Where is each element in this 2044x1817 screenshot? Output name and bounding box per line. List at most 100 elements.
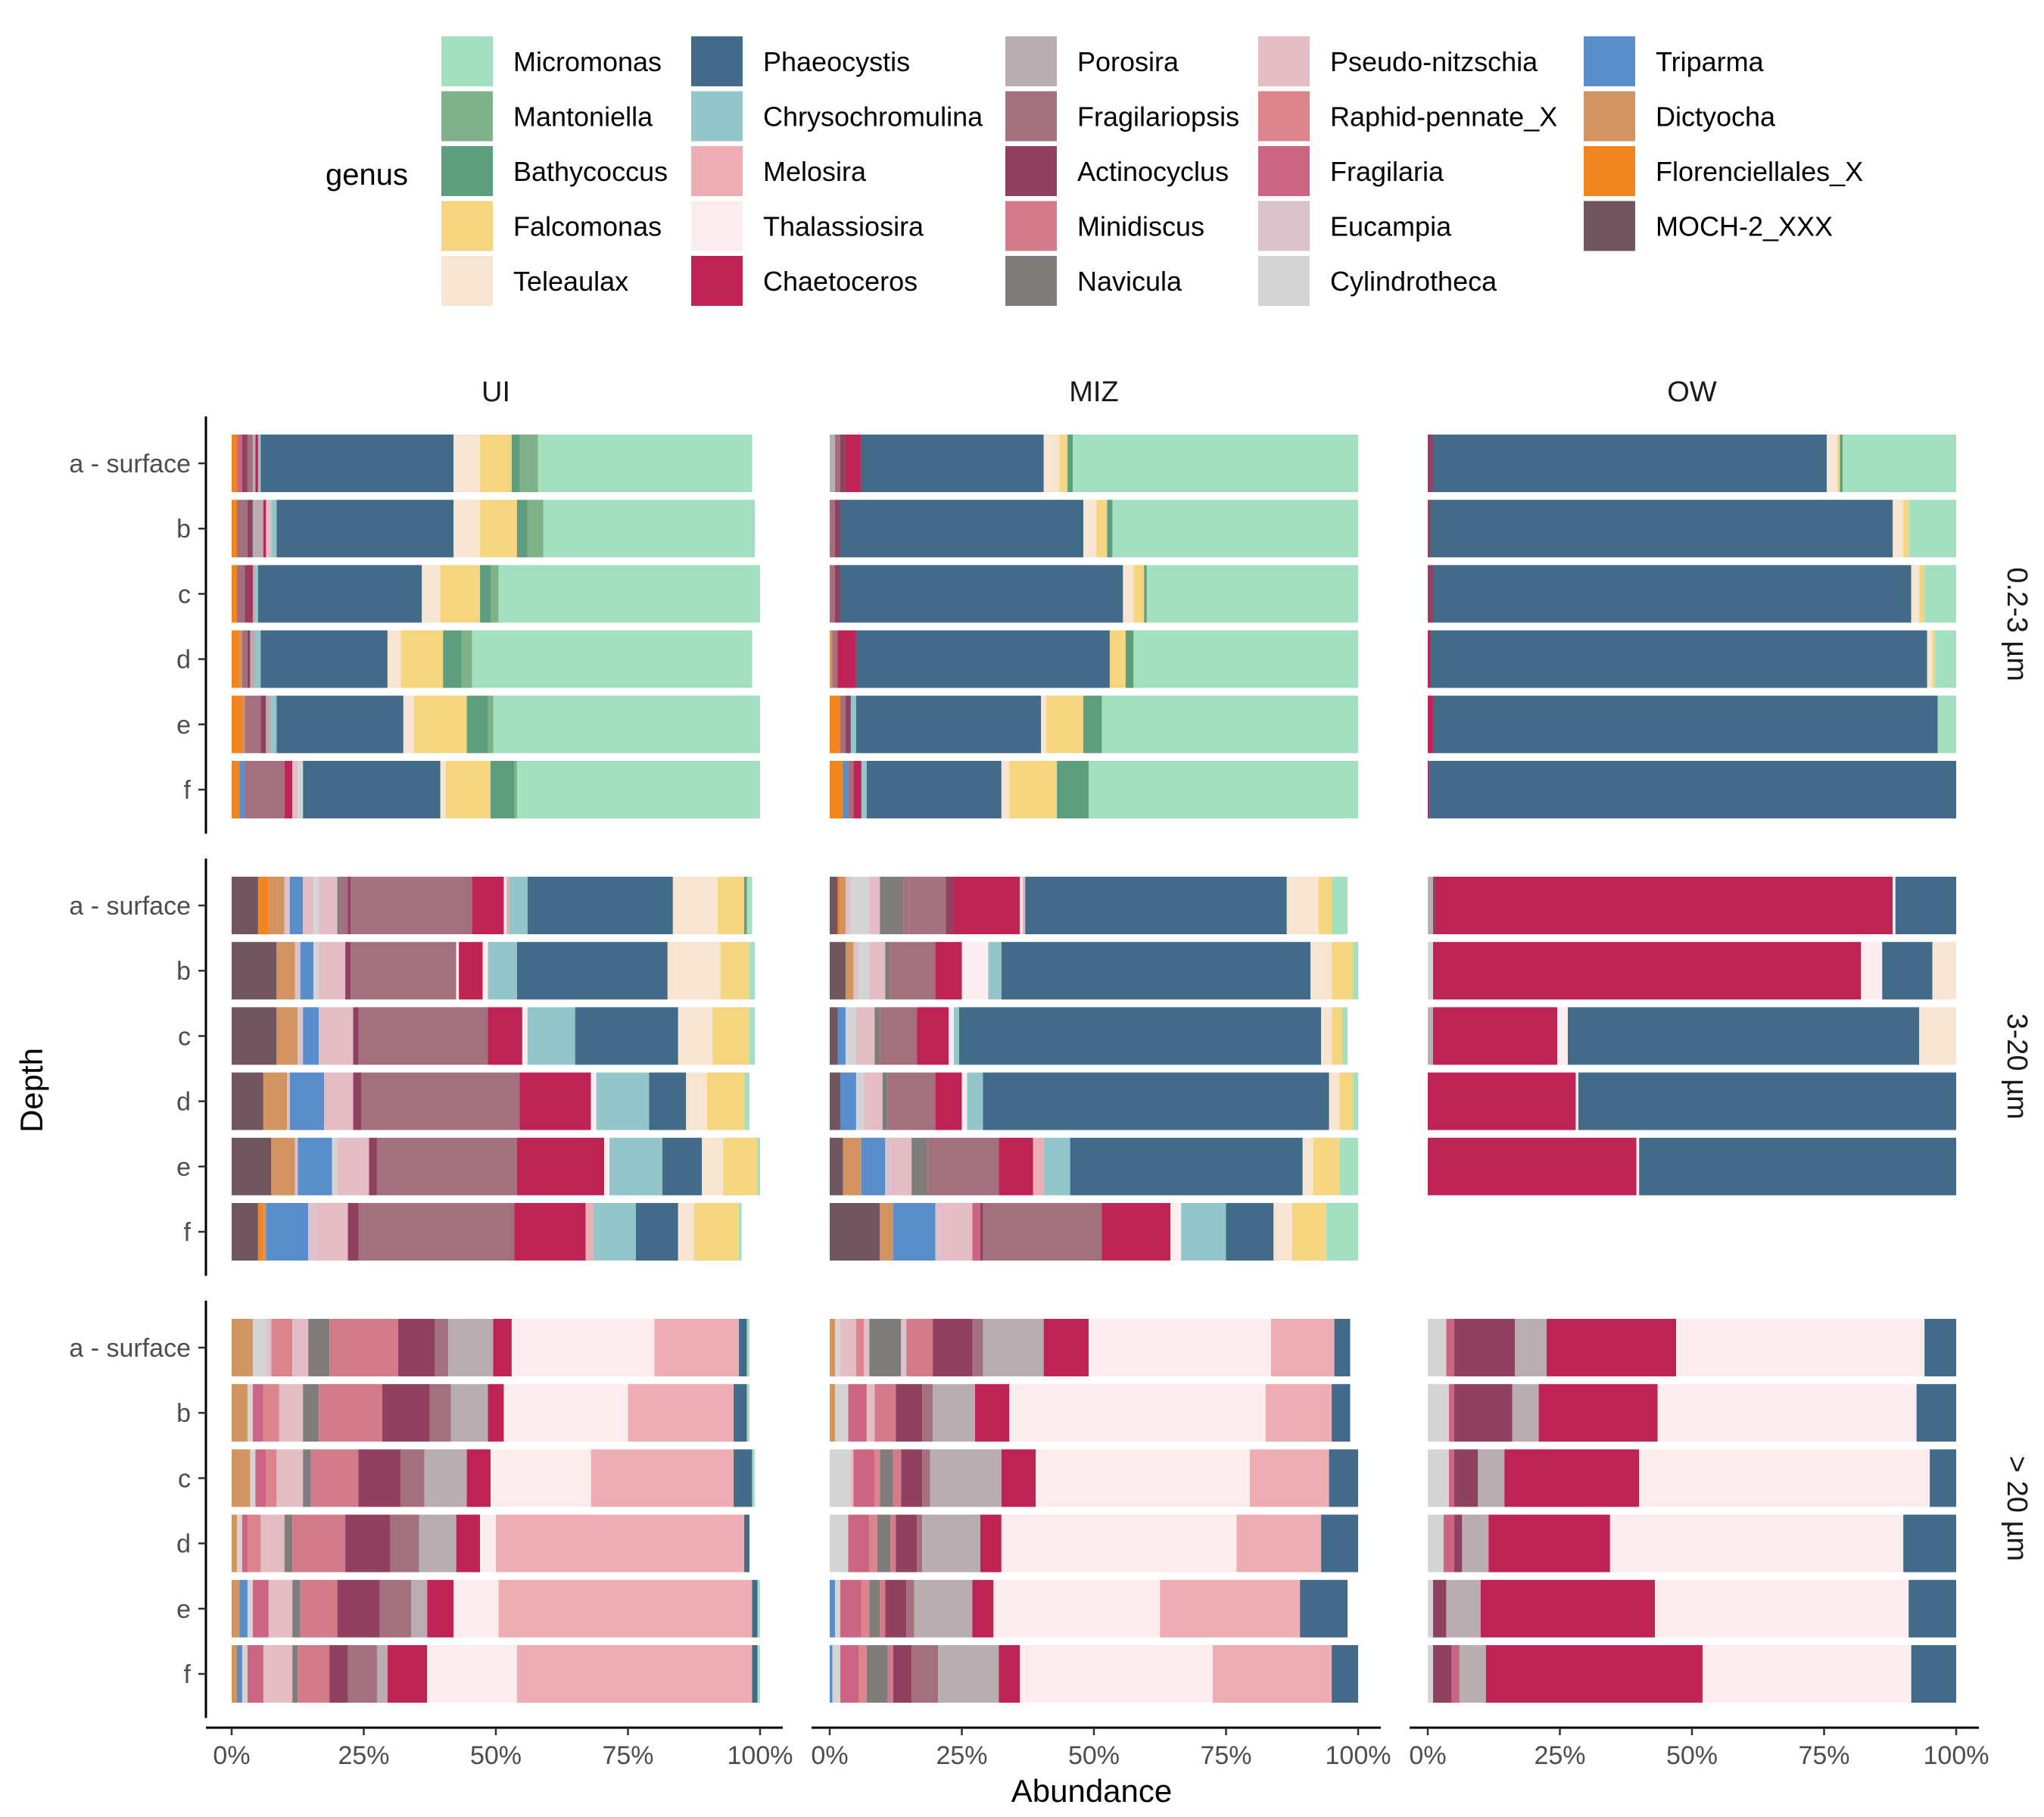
bar-segment-micromonas (1332, 877, 1348, 934)
bar-segment-micromonas (1935, 630, 1956, 688)
bar-segment-chaetoceros (488, 1007, 522, 1065)
bar-a-surface (830, 1319, 1351, 1376)
bar-segment-falcomonas (712, 1007, 750, 1065)
bar-segment-micromonas (1924, 565, 1956, 623)
bar-segment-phaeocystis (1334, 1319, 1351, 1376)
panel-0-2-3-um-ui (232, 435, 760, 818)
bar-segment-phaeocystis (260, 435, 454, 492)
bar-segment-melosira (1033, 1137, 1044, 1195)
bar-d (1428, 1514, 1956, 1572)
bar-segment-raphid-pennate-x (874, 1449, 880, 1507)
bar-segment-phaeocystis (1321, 1514, 1358, 1572)
bar-c (232, 1449, 756, 1507)
legend-item-teleaulax: Teleaulax (441, 256, 628, 306)
bar-e (830, 695, 1358, 753)
bar-segment-chrysochromulina (988, 942, 1002, 1000)
bar-segment-minidiscus (880, 1579, 886, 1638)
bar-e (232, 695, 760, 753)
bar-segment-phaeocystis (1911, 1645, 1956, 1703)
bar-segment-moch-2-xxx (830, 1007, 838, 1065)
bar-segment-chrysochromulina (255, 630, 261, 688)
bar-segment-thalassiosira (949, 1007, 955, 1065)
bar-segment-teleaulax (403, 695, 414, 753)
bar-segment-florenciellales-x (232, 761, 240, 818)
bar-segment-navicula (284, 1514, 293, 1572)
bar-segment-raphid-pennate-x (271, 1319, 293, 1376)
legend-label-teleaulax: Teleaulax (513, 266, 628, 297)
bar-segment-thalassiosira (1575, 1072, 1578, 1130)
bar-segment-actinocyclus (345, 1514, 391, 1572)
bar-segment-navicula (880, 877, 904, 934)
bar-segment-navicula (292, 1645, 298, 1703)
bar-segment-triparma (830, 1579, 835, 1638)
bar-segment-fragilariopsis (245, 761, 285, 818)
legend-label-triparma: Triparma (1656, 46, 1765, 77)
bar-segment-actinocyclus (885, 1579, 907, 1638)
bar-segment-phaeocystis (1226, 1203, 1274, 1261)
bar-segment-teleaulax (702, 1137, 724, 1195)
legend-label-navicula: Navicula (1077, 266, 1182, 297)
bar-segment-actinocyclus (1428, 565, 1433, 623)
bar-segment-phaeocystis (855, 695, 1042, 753)
bar-segment-micromonas (1937, 695, 1956, 753)
bar-segment-triparma (300, 942, 314, 1000)
bar-segment-thalassiosira (1657, 1384, 1917, 1442)
bar-segment-minidiscus (893, 1449, 902, 1507)
bar-f (232, 1203, 742, 1261)
bar-segment-thalassiosira (1655, 1579, 1909, 1638)
bar-segment-thalassiosira (511, 1319, 655, 1376)
bar-segment-phaeocystis (1429, 761, 1956, 818)
bar-segment-fragilaria (840, 1579, 862, 1638)
bar-segment-fragilariopsis (830, 565, 835, 623)
bar-segment-chaetoceros (999, 1137, 1033, 1195)
facet-column-label-ow: OW (1667, 376, 1717, 408)
bar-segment-dictyocha (276, 942, 295, 1000)
bar-segment-thalassiosira (427, 1645, 517, 1703)
bar-segment-fragilariopsis (972, 1319, 983, 1376)
bar-a-surface (1428, 435, 1956, 492)
bar-segment-fragilariopsis (247, 435, 253, 492)
bar-segment-falcomonas (480, 500, 517, 558)
bar-segment-minidiscus (890, 1514, 896, 1572)
bar-segment-raphid-pennate-x (247, 1514, 261, 1572)
bar-segment-fragilariopsis (922, 1449, 930, 1507)
bar-e (1428, 1579, 1956, 1638)
bar-segment-actinocyclus (353, 1072, 362, 1130)
bar-segment-micromonas (757, 1137, 760, 1195)
bar-segment-moch-2-xxx (232, 1072, 263, 1130)
y-tick-label-a-surface: a - surface (69, 450, 191, 478)
bar-c (1428, 1449, 1956, 1507)
legend-label-moch-2-xxx: MOCH-2_XXX (1656, 211, 1833, 242)
bar-segment-dictyocha (241, 695, 245, 753)
bar-segment-falcomonas (400, 630, 444, 688)
bar-segment-micromonas (1326, 1203, 1358, 1261)
legend-item-bathycoccus: Bathycoccus (441, 146, 668, 196)
bar-segment-phaeocystis (1578, 1072, 1956, 1130)
bar-segment-micromonas (749, 942, 756, 1000)
bar-segment-actinocyclus (980, 1203, 983, 1261)
bar-c (830, 1007, 1348, 1065)
bar-segment-porosira (1428, 877, 1433, 934)
bar-segment-chaetoceros (1428, 630, 1431, 688)
bar-b (1428, 1384, 1956, 1442)
legend-key-bathycoccus (441, 146, 493, 196)
bar-segment-cylindrotheca (830, 1514, 849, 1572)
bar-segment-phaeocystis (752, 1645, 758, 1703)
y-tick-label-b: b (176, 515, 191, 544)
bar-segment-teleaulax (1302, 1137, 1313, 1195)
bar-segment-actinocyclus (946, 877, 955, 934)
bar-segment-chrysochromulina (271, 695, 277, 753)
bar-segment-thalassiosira (1702, 1645, 1912, 1703)
bar-f (830, 761, 1358, 818)
bar-b (830, 942, 1358, 1000)
bar-segment-moch-2-xxx (232, 1137, 272, 1195)
bar-segment-cylindrotheca (845, 1007, 856, 1065)
bar-segment-phaeocystis (1930, 1449, 1956, 1507)
bar-segment-moch-2-xxx (830, 1137, 843, 1195)
bar-b (232, 942, 756, 1000)
bar-e (1428, 695, 1956, 753)
bar-segment-phaeocystis (1903, 1514, 1956, 1572)
bar-segment-chrysochromulina (609, 1137, 662, 1195)
bar-segment-cylindrotheca (832, 1645, 840, 1703)
bar-segment-porosira (252, 500, 263, 558)
